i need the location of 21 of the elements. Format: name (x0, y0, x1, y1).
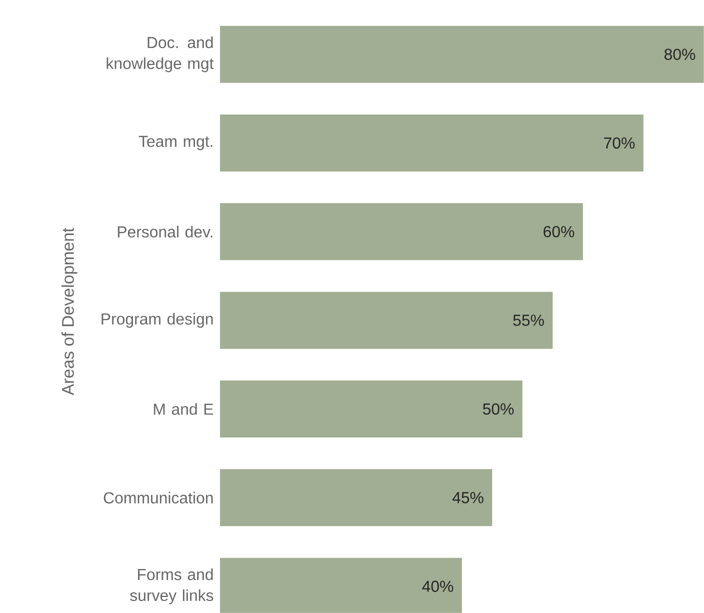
bar (220, 380, 522, 438)
y-tick-label: Team mgt. (138, 136, 212, 150)
y-tick-label: Forms and survey links (130, 568, 214, 604)
y-tick-label: Program design (102, 312, 213, 328)
y-tick-label: Communication (104, 492, 213, 504)
y-tick-label: Doc. and knowledge mgt (106, 36, 214, 72)
data-label: 50% (482, 403, 514, 415)
y-tick-label: M and E (154, 403, 214, 415)
bar (220, 469, 492, 526)
data-label: 70% (604, 137, 635, 149)
data-label: 60% (544, 226, 574, 238)
data-label: 40% (422, 580, 454, 592)
y-tick-label: Personal dev. (118, 226, 212, 238)
y-axis-title: Areas of Development (62, 228, 78, 396)
bar (220, 203, 583, 260)
bar (220, 114, 644, 172)
data-label: 55% (513, 314, 544, 326)
data-label: 45% (452, 492, 484, 504)
bar (220, 292, 553, 349)
data-label: 80% (664, 48, 696, 60)
bar (220, 26, 704, 83)
